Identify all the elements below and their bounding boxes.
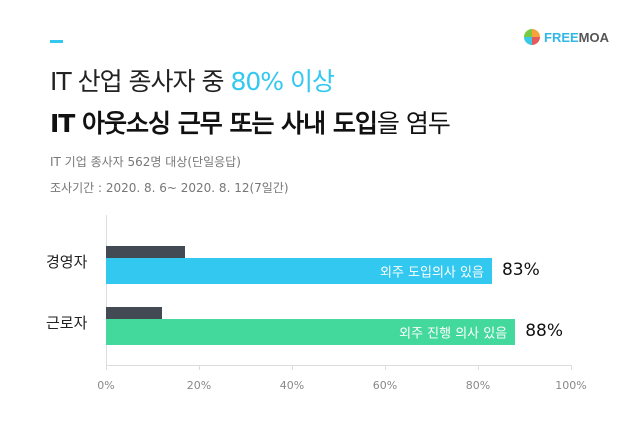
title-text: IT 산업 종사자 중: [50, 67, 231, 96]
bar-other: [106, 307, 162, 319]
logo-text: FREE: [544, 29, 579, 45]
x-tick-label: 40%: [279, 379, 305, 392]
survey-period: 조사기간 : 2020. 8. 6~ 2020. 8. 12(7일간): [50, 181, 289, 195]
x-tick: [571, 365, 572, 370]
x-tick: [199, 365, 200, 370]
bar-other: [106, 246, 186, 258]
x-tick-label: 60%: [372, 379, 398, 392]
x-tick: [292, 365, 293, 370]
logo-icon: [524, 29, 540, 45]
category-label: 경영자: [46, 253, 88, 271]
bar-label: 외주 도입의사 있음: [379, 265, 484, 281]
y-axis: [106, 215, 107, 366]
x-tick: [385, 365, 386, 370]
freemoa-logo: FREE MOA: [524, 29, 609, 45]
bar-main: 외주 진행 의사 있음: [106, 319, 516, 345]
x-axis: [106, 365, 572, 366]
category-label: 근로자: [46, 314, 88, 332]
x-tick-label: 80%: [465, 379, 491, 392]
x-tick: [478, 365, 479, 370]
accent-dash: [50, 40, 63, 43]
title-line-1: IT 산업 종사자 중 80% 이상: [50, 62, 335, 98]
value-label: 88%: [525, 321, 563, 341]
value-label: 83%: [501, 260, 540, 280]
survey-target: IT 기업 종사자 562명 대상(단일응답): [50, 155, 241, 169]
title-line-2: IT 아웃소싱 근무 또는 사내 도입을 염두: [50, 104, 451, 140]
x-tick: [106, 365, 107, 370]
x-tick-label: 100%: [555, 379, 587, 392]
x-tick-label: 0%: [97, 379, 115, 392]
logo-text: MOA: [578, 29, 610, 45]
bar-main: 외주 도입의사 있음: [106, 258, 492, 284]
title-text: 을 염두: [376, 109, 451, 138]
bar-label: 외주 진행 의사 있음: [399, 326, 508, 342]
title-text: IT 아웃소싱 근무 또는 사내 도입: [50, 109, 378, 138]
x-tick-label: 20%: [186, 379, 212, 392]
title-highlight: 80% 이상: [230, 67, 335, 96]
